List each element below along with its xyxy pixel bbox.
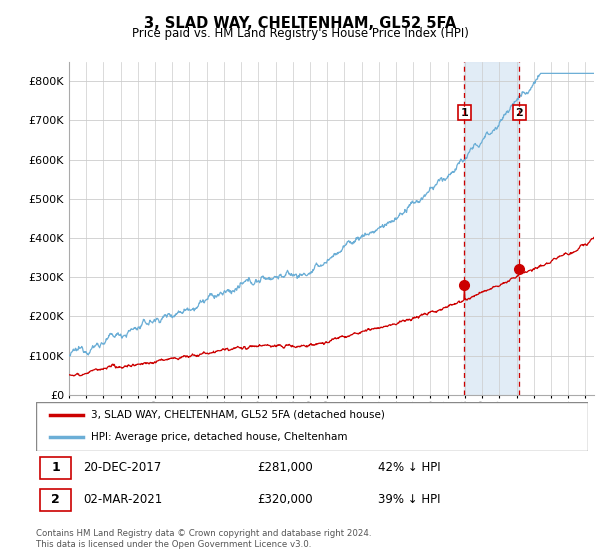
Text: 02-MAR-2021: 02-MAR-2021	[83, 493, 162, 506]
Text: 3, SLAD WAY, CHELTENHAM, GL52 5FA: 3, SLAD WAY, CHELTENHAM, GL52 5FA	[144, 16, 456, 31]
FancyBboxPatch shape	[36, 402, 588, 451]
Text: 1: 1	[51, 461, 60, 474]
FancyBboxPatch shape	[40, 457, 71, 479]
Text: HPI: Average price, detached house, Cheltenham: HPI: Average price, detached house, Chel…	[91, 432, 348, 442]
Bar	[464, 62, 520, 395]
Text: 42% ↓ HPI: 42% ↓ HPI	[378, 461, 441, 474]
Text: 20-DEC-2017: 20-DEC-2017	[83, 461, 161, 474]
Text: Price paid vs. HM Land Registry's House Price Index (HPI): Price paid vs. HM Land Registry's House …	[131, 27, 469, 40]
Text: 2: 2	[515, 108, 523, 118]
FancyBboxPatch shape	[40, 489, 71, 511]
Text: £320,000: £320,000	[257, 493, 313, 506]
Text: 3, SLAD WAY, CHELTENHAM, GL52 5FA (detached house): 3, SLAD WAY, CHELTENHAM, GL52 5FA (detac…	[91, 410, 385, 420]
Text: £281,000: £281,000	[257, 461, 313, 474]
Text: 2: 2	[51, 493, 60, 506]
Text: 1: 1	[461, 108, 468, 118]
Text: 39% ↓ HPI: 39% ↓ HPI	[378, 493, 441, 506]
Text: Contains HM Land Registry data © Crown copyright and database right 2024.
This d: Contains HM Land Registry data © Crown c…	[36, 529, 371, 549]
